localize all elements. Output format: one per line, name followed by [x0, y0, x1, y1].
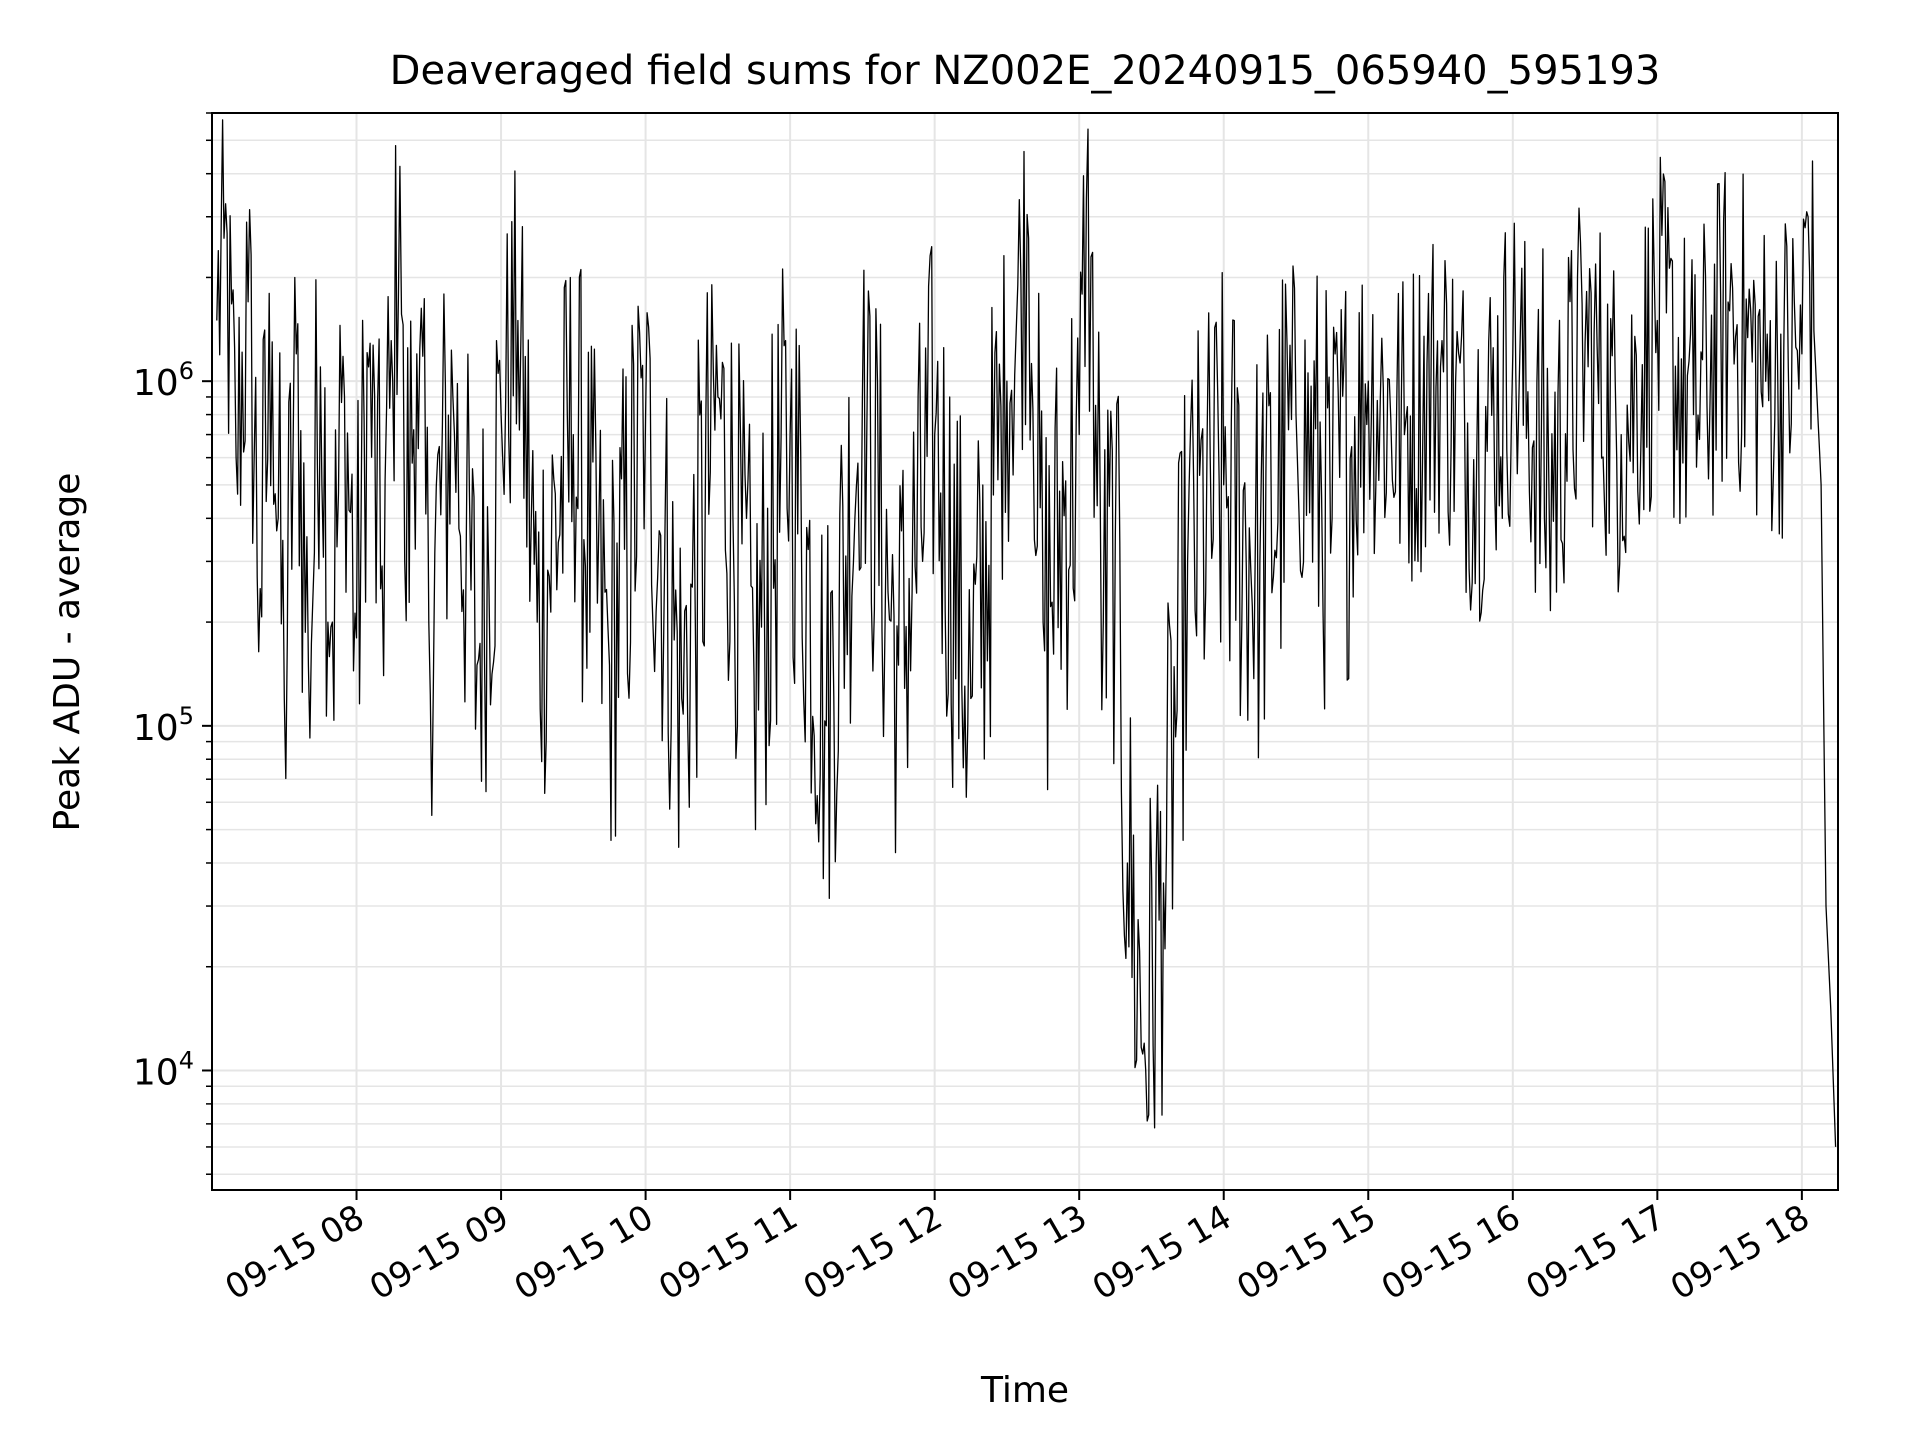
x-tick-label: 09-15 13 [941, 1197, 1093, 1308]
series-layer [216, 119, 1837, 1147]
y-tick-label: 105 [133, 702, 194, 749]
x-tick-label: 09-15 09 [363, 1197, 515, 1308]
x-tick-label: 09-15 12 [797, 1197, 949, 1308]
y-tick-label: 104 [133, 1046, 194, 1093]
y-tick-label: 106 [133, 357, 194, 404]
minor-gridlines [212, 112, 1838, 1175]
x-axis-label: Time [980, 1370, 1069, 1411]
x-tick-label: 09-15 18 [1664, 1197, 1816, 1308]
y-axis-ticks: 104 105 106 [133, 112, 212, 1175]
x-tick-label: 09-15 17 [1519, 1197, 1671, 1308]
x-tick-label: 09-15 11 [652, 1197, 804, 1308]
x-tick-label: 09-15 16 [1375, 1197, 1527, 1308]
major-gridlines [212, 113, 1838, 1190]
chart-title: Deaveraged field sums for NZ002E_2024091… [390, 48, 1661, 94]
series-line-0 [216, 119, 1837, 1147]
y-axis-label: Peak ADU - average [47, 473, 88, 832]
x-tick-label: 09-15 15 [1230, 1197, 1382, 1308]
x-tick-label: 09-15 08 [219, 1197, 371, 1308]
x-tick-label: 09-15 14 [1086, 1197, 1238, 1308]
plot-frame [211, 112, 1839, 1191]
x-tick-label: 09-15 10 [508, 1197, 660, 1308]
